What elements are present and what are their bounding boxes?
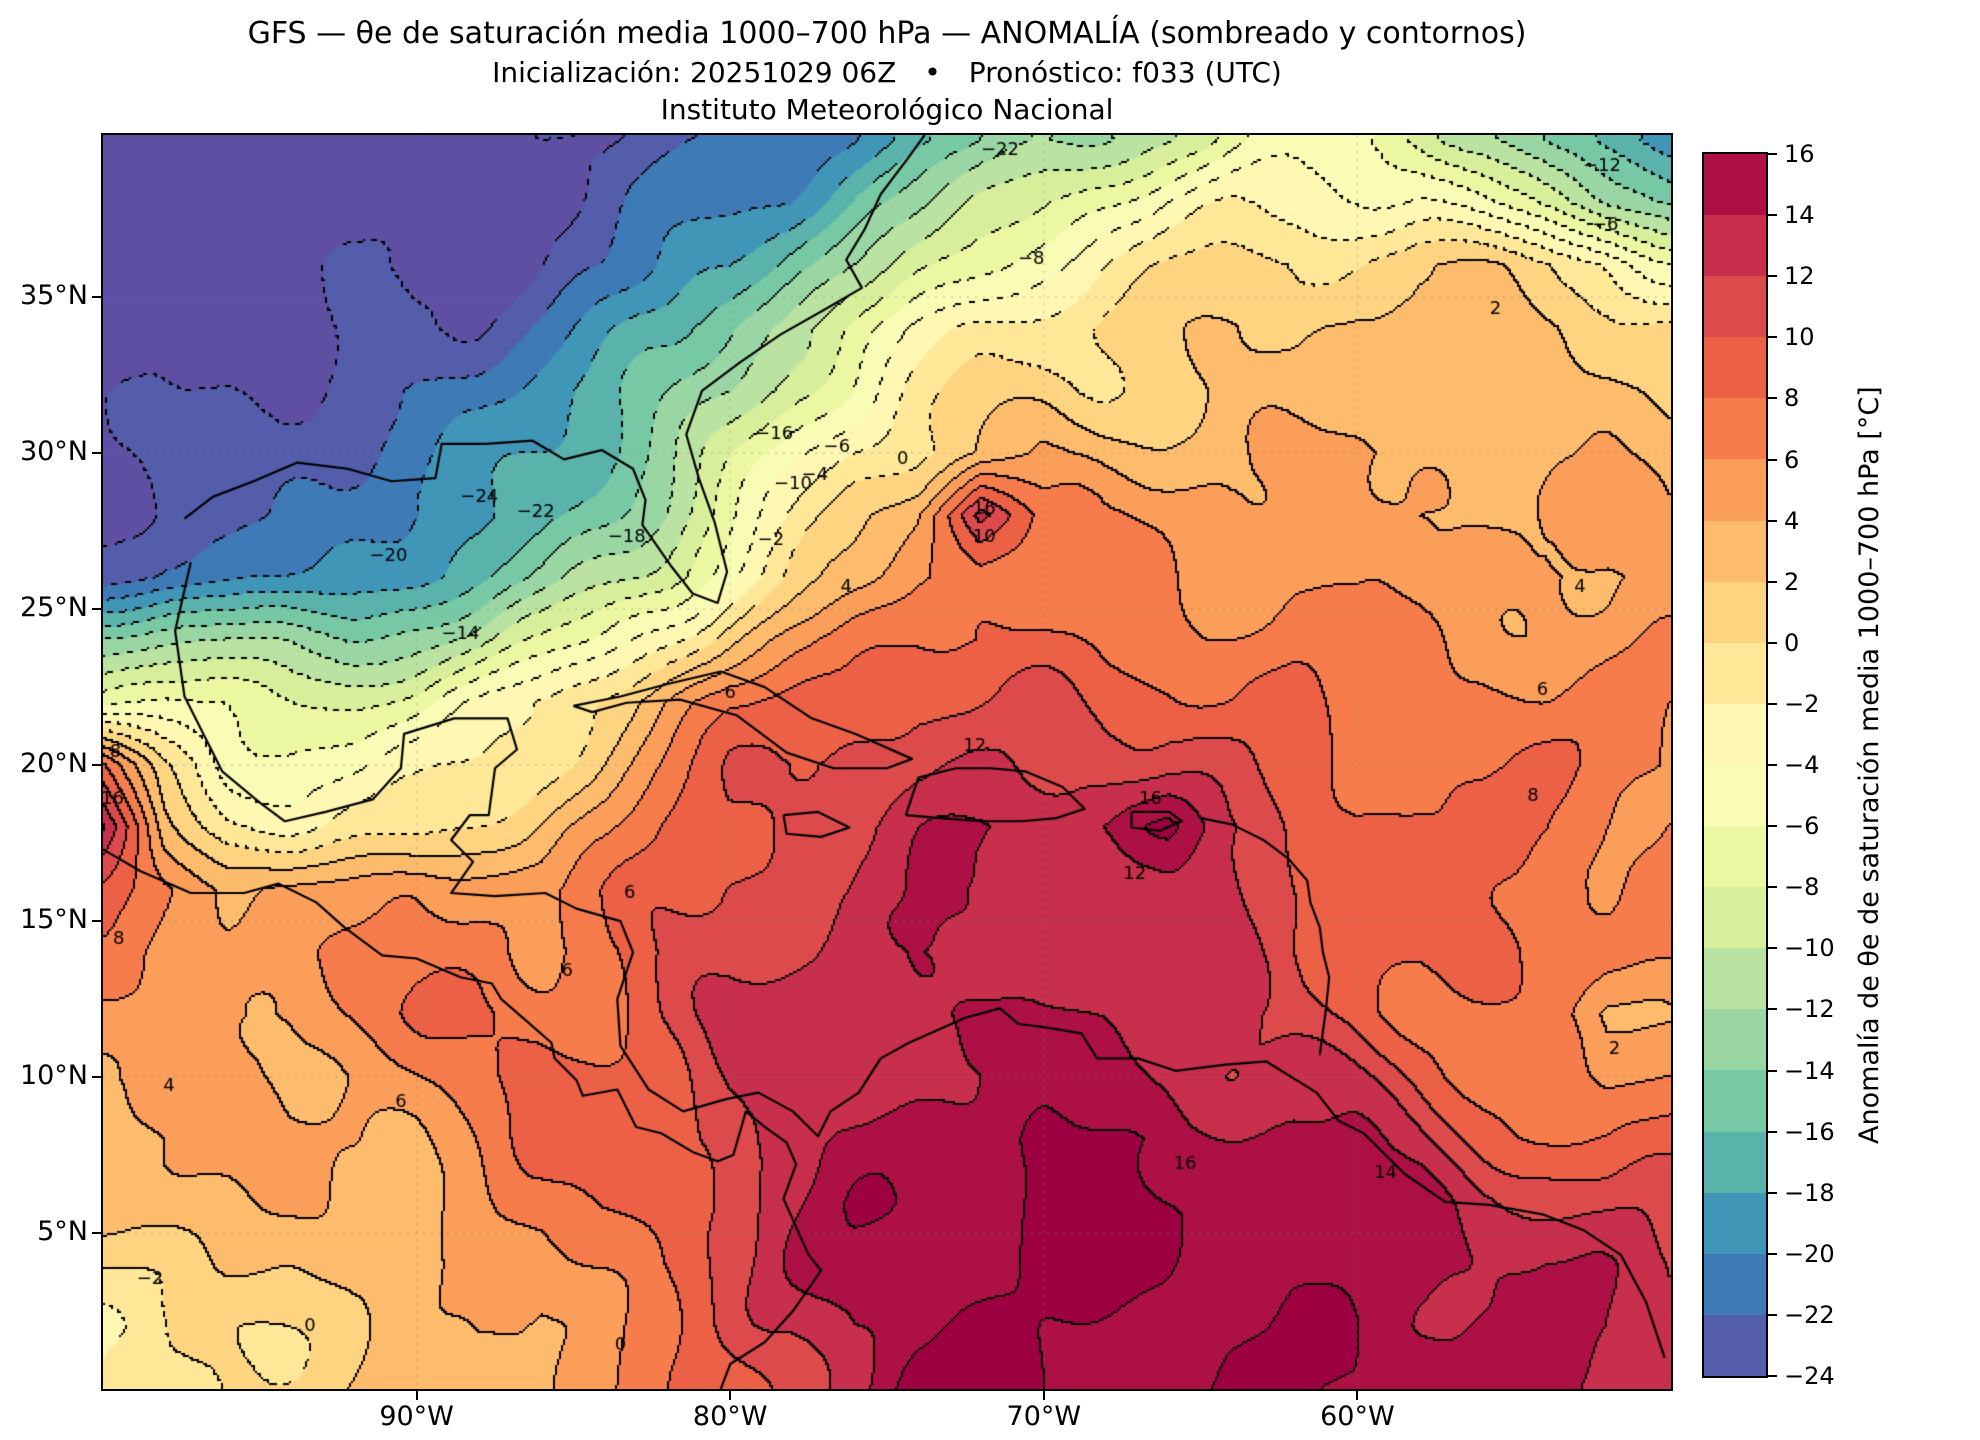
colorbar-tick-mark <box>1768 1191 1777 1194</box>
colorbar-tick-label: 0 <box>1784 628 1800 657</box>
colorbar-segment <box>1704 337 1766 399</box>
colorbar-segment <box>1704 459 1766 521</box>
y-tick-mark <box>92 608 101 611</box>
y-tick-mark <box>92 764 101 767</box>
colorbar-segment <box>1704 948 1766 1010</box>
y-tick-label: 25°N <box>19 592 88 624</box>
y-tick-mark <box>92 1076 101 1079</box>
colorbar-tick-mark <box>1768 1252 1777 1255</box>
colorbar-tick-mark <box>1768 947 1777 950</box>
x-tick-mark <box>729 1391 732 1400</box>
colorbar-tick-label: −8 <box>1784 873 1820 902</box>
x-tick-label: 90°W <box>379 1401 454 1432</box>
chart-institution: Instituto Meteorológico Nacional <box>660 93 1114 126</box>
colorbar-tick-mark <box>1768 1069 1777 1072</box>
colorbar-tick-mark <box>1768 886 1777 889</box>
colorbar-tick-label: 14 <box>1784 201 1815 230</box>
colorbar-segment <box>1704 703 1766 765</box>
colorbar-tick-mark <box>1768 336 1777 339</box>
x-tick-mark <box>415 1391 418 1400</box>
y-tick-label: 35°N <box>19 280 88 312</box>
colorbar-tick-mark <box>1768 275 1777 278</box>
colorbar-segment <box>1704 1131 1766 1193</box>
colorbar-tick-mark <box>1768 825 1777 828</box>
colorbar-segment <box>1704 276 1766 338</box>
colorbar-tick-mark <box>1768 1375 1777 1377</box>
colorbar-tick-label: −18 <box>1784 1178 1835 1207</box>
chart-subtitle: Inicialización: 20251029 06Z • Pronóstic… <box>492 56 1282 89</box>
colorbar-tick-mark <box>1768 1313 1777 1316</box>
colorbar-segment <box>1704 1192 1766 1254</box>
colorbar-tick-label: −12 <box>1784 995 1835 1024</box>
colorbar-tick-label: 2 <box>1784 567 1800 596</box>
y-tick-label: 5°N <box>37 1216 88 1248</box>
colorbar-tick-mark <box>1768 641 1777 644</box>
colorbar-segment <box>1704 1009 1766 1071</box>
y-tick-mark <box>92 452 101 455</box>
y-tick-mark <box>92 920 101 923</box>
colorbar-tick-label: −4 <box>1784 751 1820 779</box>
colorbar-segment <box>1704 887 1766 949</box>
anomaly-map-canvas <box>103 135 1671 1389</box>
x-tick-mark <box>1356 1391 1359 1400</box>
colorbar-tick-label: −16 <box>1784 1117 1835 1146</box>
x-tick-label: 60°W <box>1320 1401 1395 1432</box>
colorbar-tick-label: −2 <box>1784 689 1820 718</box>
colorbar-segment <box>1704 826 1766 888</box>
chart-title: GFS — θe de saturación media 1000–700 hP… <box>247 16 1527 51</box>
y-tick-mark <box>92 1232 101 1235</box>
colorbar-tick-mark <box>1768 764 1777 766</box>
colorbar-tick-mark <box>1768 1130 1777 1133</box>
colorbar-tick-mark <box>1768 580 1777 583</box>
colorbar <box>1704 154 1766 1376</box>
colorbar-tick-label: 10 <box>1784 323 1815 352</box>
colorbar-tick-label: 6 <box>1784 445 1800 474</box>
colorbar-tick-label: −22 <box>1784 1300 1835 1329</box>
y-tick-mark <box>92 296 101 299</box>
colorbar-segment <box>1704 764 1766 827</box>
colorbar-tick-label: −24 <box>1784 1362 1835 1390</box>
colorbar-segment <box>1704 581 1766 643</box>
colorbar-segment <box>1704 642 1766 704</box>
colorbar-segment <box>1704 520 1766 582</box>
x-tick-mark <box>1042 1391 1045 1400</box>
colorbar-tick-label: −20 <box>1784 1239 1835 1268</box>
x-tick-label: 70°W <box>1006 1401 1082 1432</box>
y-tick-label: 10°N <box>19 1060 88 1092</box>
colorbar-tick-mark <box>1768 702 1777 705</box>
x-tick-label: 80°W <box>692 1401 768 1432</box>
colorbar-segment <box>1704 1314 1766 1376</box>
colorbar-tick-label: −14 <box>1784 1056 1835 1085</box>
colorbar-segment <box>1704 398 1766 460</box>
y-tick-label: 15°N <box>19 904 88 936</box>
title-block: GFS — θe de saturación media 1000–700 hP… <box>103 14 1671 128</box>
colorbar-tick-label: −10 <box>1784 934 1835 963</box>
colorbar-segment <box>1704 215 1766 277</box>
colorbar-tick-label: 12 <box>1784 262 1815 291</box>
colorbar-tick-mark <box>1768 519 1777 522</box>
colorbar-tick-label: 4 <box>1784 506 1800 535</box>
colorbar-segment <box>1704 154 1766 216</box>
colorbar-tick-mark <box>1768 214 1777 217</box>
colorbar-tick-mark <box>1768 458 1777 461</box>
colorbar-tick-mark <box>1768 397 1777 400</box>
colorbar-tick-label: 16 <box>1784 140 1815 168</box>
map-plot-area <box>103 135 1671 1389</box>
colorbar-segment <box>1704 1253 1766 1315</box>
colorbar-tick-mark <box>1768 153 1777 155</box>
colorbar-tick-label: 8 <box>1784 384 1800 413</box>
y-tick-label: 20°N <box>19 748 88 780</box>
colorbar-tick-label: −6 <box>1784 812 1820 841</box>
y-tick-label: 30°N <box>19 436 88 468</box>
colorbar-label: Anomalía de θe de saturación media 1000–… <box>1854 386 1885 1144</box>
colorbar-segment <box>1704 1070 1766 1132</box>
colorbar-tick-mark <box>1768 1008 1777 1011</box>
